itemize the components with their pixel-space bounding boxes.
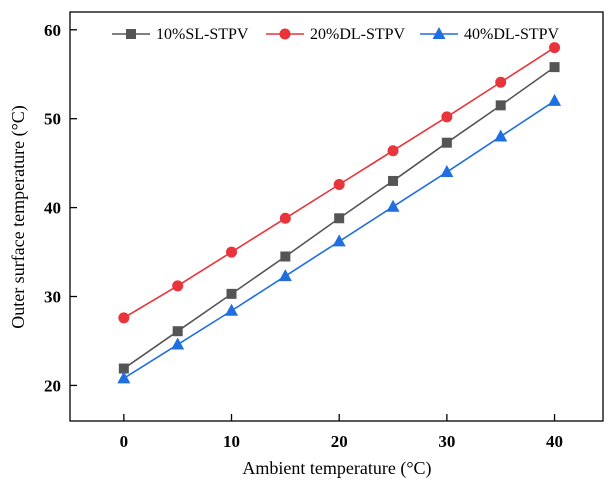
data-point — [334, 213, 345, 224]
data-point — [441, 137, 452, 148]
data-point — [172, 280, 184, 292]
y-tick-label: 40 — [44, 199, 61, 218]
data-point — [171, 337, 185, 350]
x-tick-label: 40 — [546, 432, 563, 451]
y-axis-label: Outer surface temperature (°C) — [8, 105, 29, 329]
series-10-sl-stpv — [118, 62, 560, 374]
data-point — [388, 175, 399, 186]
x-axis-ticks: 0 10 20 30 40 — [120, 414, 563, 451]
series-20-dl-stpv — [118, 42, 561, 324]
data-point — [548, 93, 562, 106]
legend-item: 10%SL-STPV — [112, 26, 249, 43]
legend-item: 20%DL-STPV — [266, 26, 406, 43]
y-tick-label: 60 — [44, 21, 61, 40]
data-point — [172, 326, 183, 337]
data-point — [495, 100, 506, 111]
y-axis-ticks: 20 30 40 50 60 — [44, 21, 77, 395]
data-point — [225, 303, 239, 316]
data-point — [387, 145, 399, 157]
y-tick-label: 20 — [44, 376, 61, 395]
legend-marker — [126, 29, 136, 39]
data-point — [332, 234, 346, 247]
legend-label: 10%SL-STPV — [156, 26, 249, 43]
series-layer — [117, 42, 562, 384]
plot-frame — [69, 11, 604, 422]
legend-marker — [432, 27, 446, 39]
legend-marker — [279, 28, 291, 40]
data-point — [278, 269, 292, 282]
legend-label: 40%DL-STPV — [464, 26, 560, 43]
x-tick-label: 20 — [331, 432, 348, 451]
y-tick-label: 50 — [44, 110, 61, 129]
data-point — [333, 178, 345, 190]
legend-item: 40%DL-STPV — [420, 26, 560, 43]
data-point — [118, 312, 130, 324]
data-point — [494, 129, 508, 142]
data-point — [226, 288, 237, 299]
data-point — [279, 212, 291, 224]
data-point — [118, 363, 129, 374]
x-tick-label: 0 — [120, 432, 129, 451]
data-point — [280, 251, 291, 262]
legend: 10%SL-STPV 20%DL-STPV 40%DL-STPV — [112, 26, 560, 43]
data-point — [117, 371, 131, 384]
series-40-dl-stpv — [117, 93, 562, 384]
data-point — [549, 62, 560, 73]
legend-label: 20%DL-STPV — [310, 26, 406, 43]
data-point — [495, 76, 507, 88]
y-tick-label: 30 — [44, 288, 61, 307]
x-tick-label: 30 — [438, 432, 455, 451]
data-point — [440, 165, 454, 178]
x-tick-label: 10 — [223, 432, 240, 451]
data-point — [441, 111, 453, 123]
data-point — [386, 199, 400, 212]
x-axis-label: Ambient temperature (°C) — [242, 458, 431, 479]
data-point — [226, 246, 238, 258]
data-point — [549, 42, 561, 54]
